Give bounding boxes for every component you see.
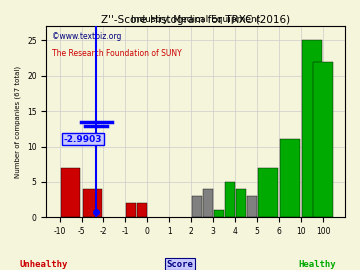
Title: Z''-Score Histogram for TRXC (2016): Z''-Score Histogram for TRXC (2016) <box>101 15 290 25</box>
Bar <box>302 40 322 217</box>
Bar <box>83 189 102 217</box>
Bar <box>214 210 224 217</box>
Bar <box>258 168 278 217</box>
Bar <box>61 168 80 217</box>
Text: Industry: Medical Equipment: Industry: Medical Equipment <box>131 15 260 24</box>
Bar <box>236 189 246 217</box>
Text: -2.9903: -2.9903 <box>63 134 102 144</box>
Y-axis label: Number of companies (67 total): Number of companies (67 total) <box>15 66 22 178</box>
Bar <box>192 196 202 217</box>
Text: The Research Foundation of SUNY: The Research Foundation of SUNY <box>52 49 182 58</box>
Text: Unhealthy: Unhealthy <box>19 260 67 269</box>
Bar <box>137 203 147 217</box>
Bar <box>280 139 300 217</box>
Bar <box>203 189 213 217</box>
Bar <box>225 182 235 217</box>
Text: Healthy: Healthy <box>298 260 336 269</box>
Bar <box>247 196 257 217</box>
Text: Score: Score <box>167 260 193 269</box>
Text: ©www.textbiz.org: ©www.textbiz.org <box>52 32 122 41</box>
Bar <box>313 62 333 217</box>
Bar <box>126 203 136 217</box>
